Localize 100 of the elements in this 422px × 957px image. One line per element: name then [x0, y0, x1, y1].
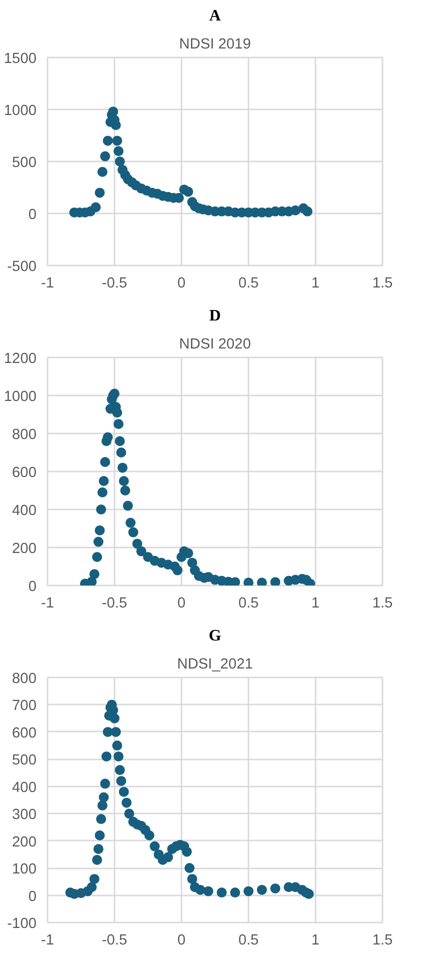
point — [92, 854, 102, 865]
point — [114, 419, 124, 429]
point — [230, 577, 240, 586]
x-tick-label: 1.5 — [372, 932, 393, 948]
x-tick-label: 1 — [311, 932, 320, 948]
point — [110, 120, 121, 130]
point — [102, 726, 113, 737]
text: A — [209, 8, 222, 24]
point — [93, 844, 104, 854]
y-tick-label: 1200 — [4, 351, 37, 367]
point — [108, 106, 118, 117]
point — [195, 884, 206, 895]
point — [116, 448, 126, 458]
y-tick-label: 100 — [12, 862, 37, 878]
point — [203, 886, 214, 896]
point — [128, 527, 138, 538]
text: D — [209, 308, 221, 324]
point — [216, 888, 227, 898]
point — [244, 578, 254, 586]
point — [184, 863, 195, 874]
point — [114, 436, 125, 446]
point — [96, 504, 106, 514]
y-tick-label: 500 — [12, 752, 37, 769]
y-tick-label: 500 — [12, 155, 37, 171]
y-tick-label: 1000 — [4, 389, 37, 405]
chart-title: NDSI 2020 — [179, 336, 251, 352]
point — [122, 500, 133, 511]
point — [102, 432, 113, 442]
x-tick-label: -1 — [40, 932, 54, 948]
point — [270, 577, 280, 586]
y-tick-label: 200 — [12, 834, 37, 850]
point — [93, 536, 104, 547]
y-tick-label: 400 — [12, 780, 37, 796]
point — [114, 156, 125, 166]
y-tick-label: 0 — [28, 888, 37, 905]
point — [256, 578, 267, 586]
x-tick-label: -0.5 — [102, 596, 128, 612]
point — [102, 136, 113, 146]
point — [112, 136, 122, 146]
y-tick-label: 300 — [12, 807, 37, 824]
point — [120, 486, 130, 496]
x-tick-label: 1 — [311, 276, 320, 292]
point — [94, 188, 105, 198]
y-tick-label: 800 — [12, 427, 37, 443]
point — [92, 552, 102, 562]
point — [100, 151, 110, 162]
text: G — [208, 628, 222, 644]
point — [124, 808, 134, 819]
point — [187, 874, 198, 884]
point — [100, 457, 110, 467]
x-tick-label: 0 — [177, 596, 186, 612]
y-tick-label: 600 — [12, 725, 37, 742]
point — [110, 713, 120, 724]
x-tick-label: -1 — [40, 596, 54, 612]
point — [172, 565, 182, 576]
point — [126, 518, 136, 528]
point — [89, 874, 100, 884]
y-tick-label: 0 — [28, 579, 37, 595]
y-tick-label: 800 — [12, 671, 37, 687]
point — [270, 883, 280, 894]
point — [136, 546, 146, 556]
point — [94, 525, 105, 536]
y-tick-label: 600 — [12, 465, 37, 481]
point — [101, 751, 112, 762]
point — [114, 146, 124, 156]
x-tick-label: 1.5 — [372, 596, 393, 612]
point — [304, 888, 314, 899]
point — [256, 884, 267, 895]
point — [112, 740, 122, 751]
x-tick-label: -0.5 — [102, 276, 128, 292]
x-tick-label: 1.5 — [372, 276, 393, 292]
x-tick-label: 1 — [311, 596, 320, 612]
point — [116, 776, 126, 786]
point — [98, 792, 109, 802]
y-tick-label: -100 — [7, 916, 37, 932]
point — [118, 476, 129, 486]
x-tick-label: 0 — [177, 932, 186, 948]
point — [144, 830, 154, 840]
point — [114, 751, 124, 762]
y-tick-label: 0 — [28, 207, 37, 223]
y-tick-label: 200 — [12, 541, 37, 557]
point — [97, 166, 108, 177]
x-tick-label: -1 — [40, 276, 54, 292]
chart-title: NDSI_2021 — [177, 656, 253, 672]
point — [112, 408, 122, 418]
point — [183, 186, 194, 197]
x-tick-label: 0.5 — [238, 276, 259, 292]
point — [90, 202, 101, 212]
point — [244, 886, 254, 896]
point — [89, 569, 100, 580]
point — [97, 800, 108, 810]
point — [114, 765, 125, 776]
point — [110, 726, 121, 737]
x-tick-label: 0.5 — [238, 596, 259, 612]
point — [163, 852, 174, 862]
y-tick-label: 400 — [12, 503, 37, 519]
point — [100, 778, 110, 789]
x-tick-label: -0.5 — [102, 932, 128, 948]
point — [122, 798, 132, 808]
point — [118, 462, 128, 473]
